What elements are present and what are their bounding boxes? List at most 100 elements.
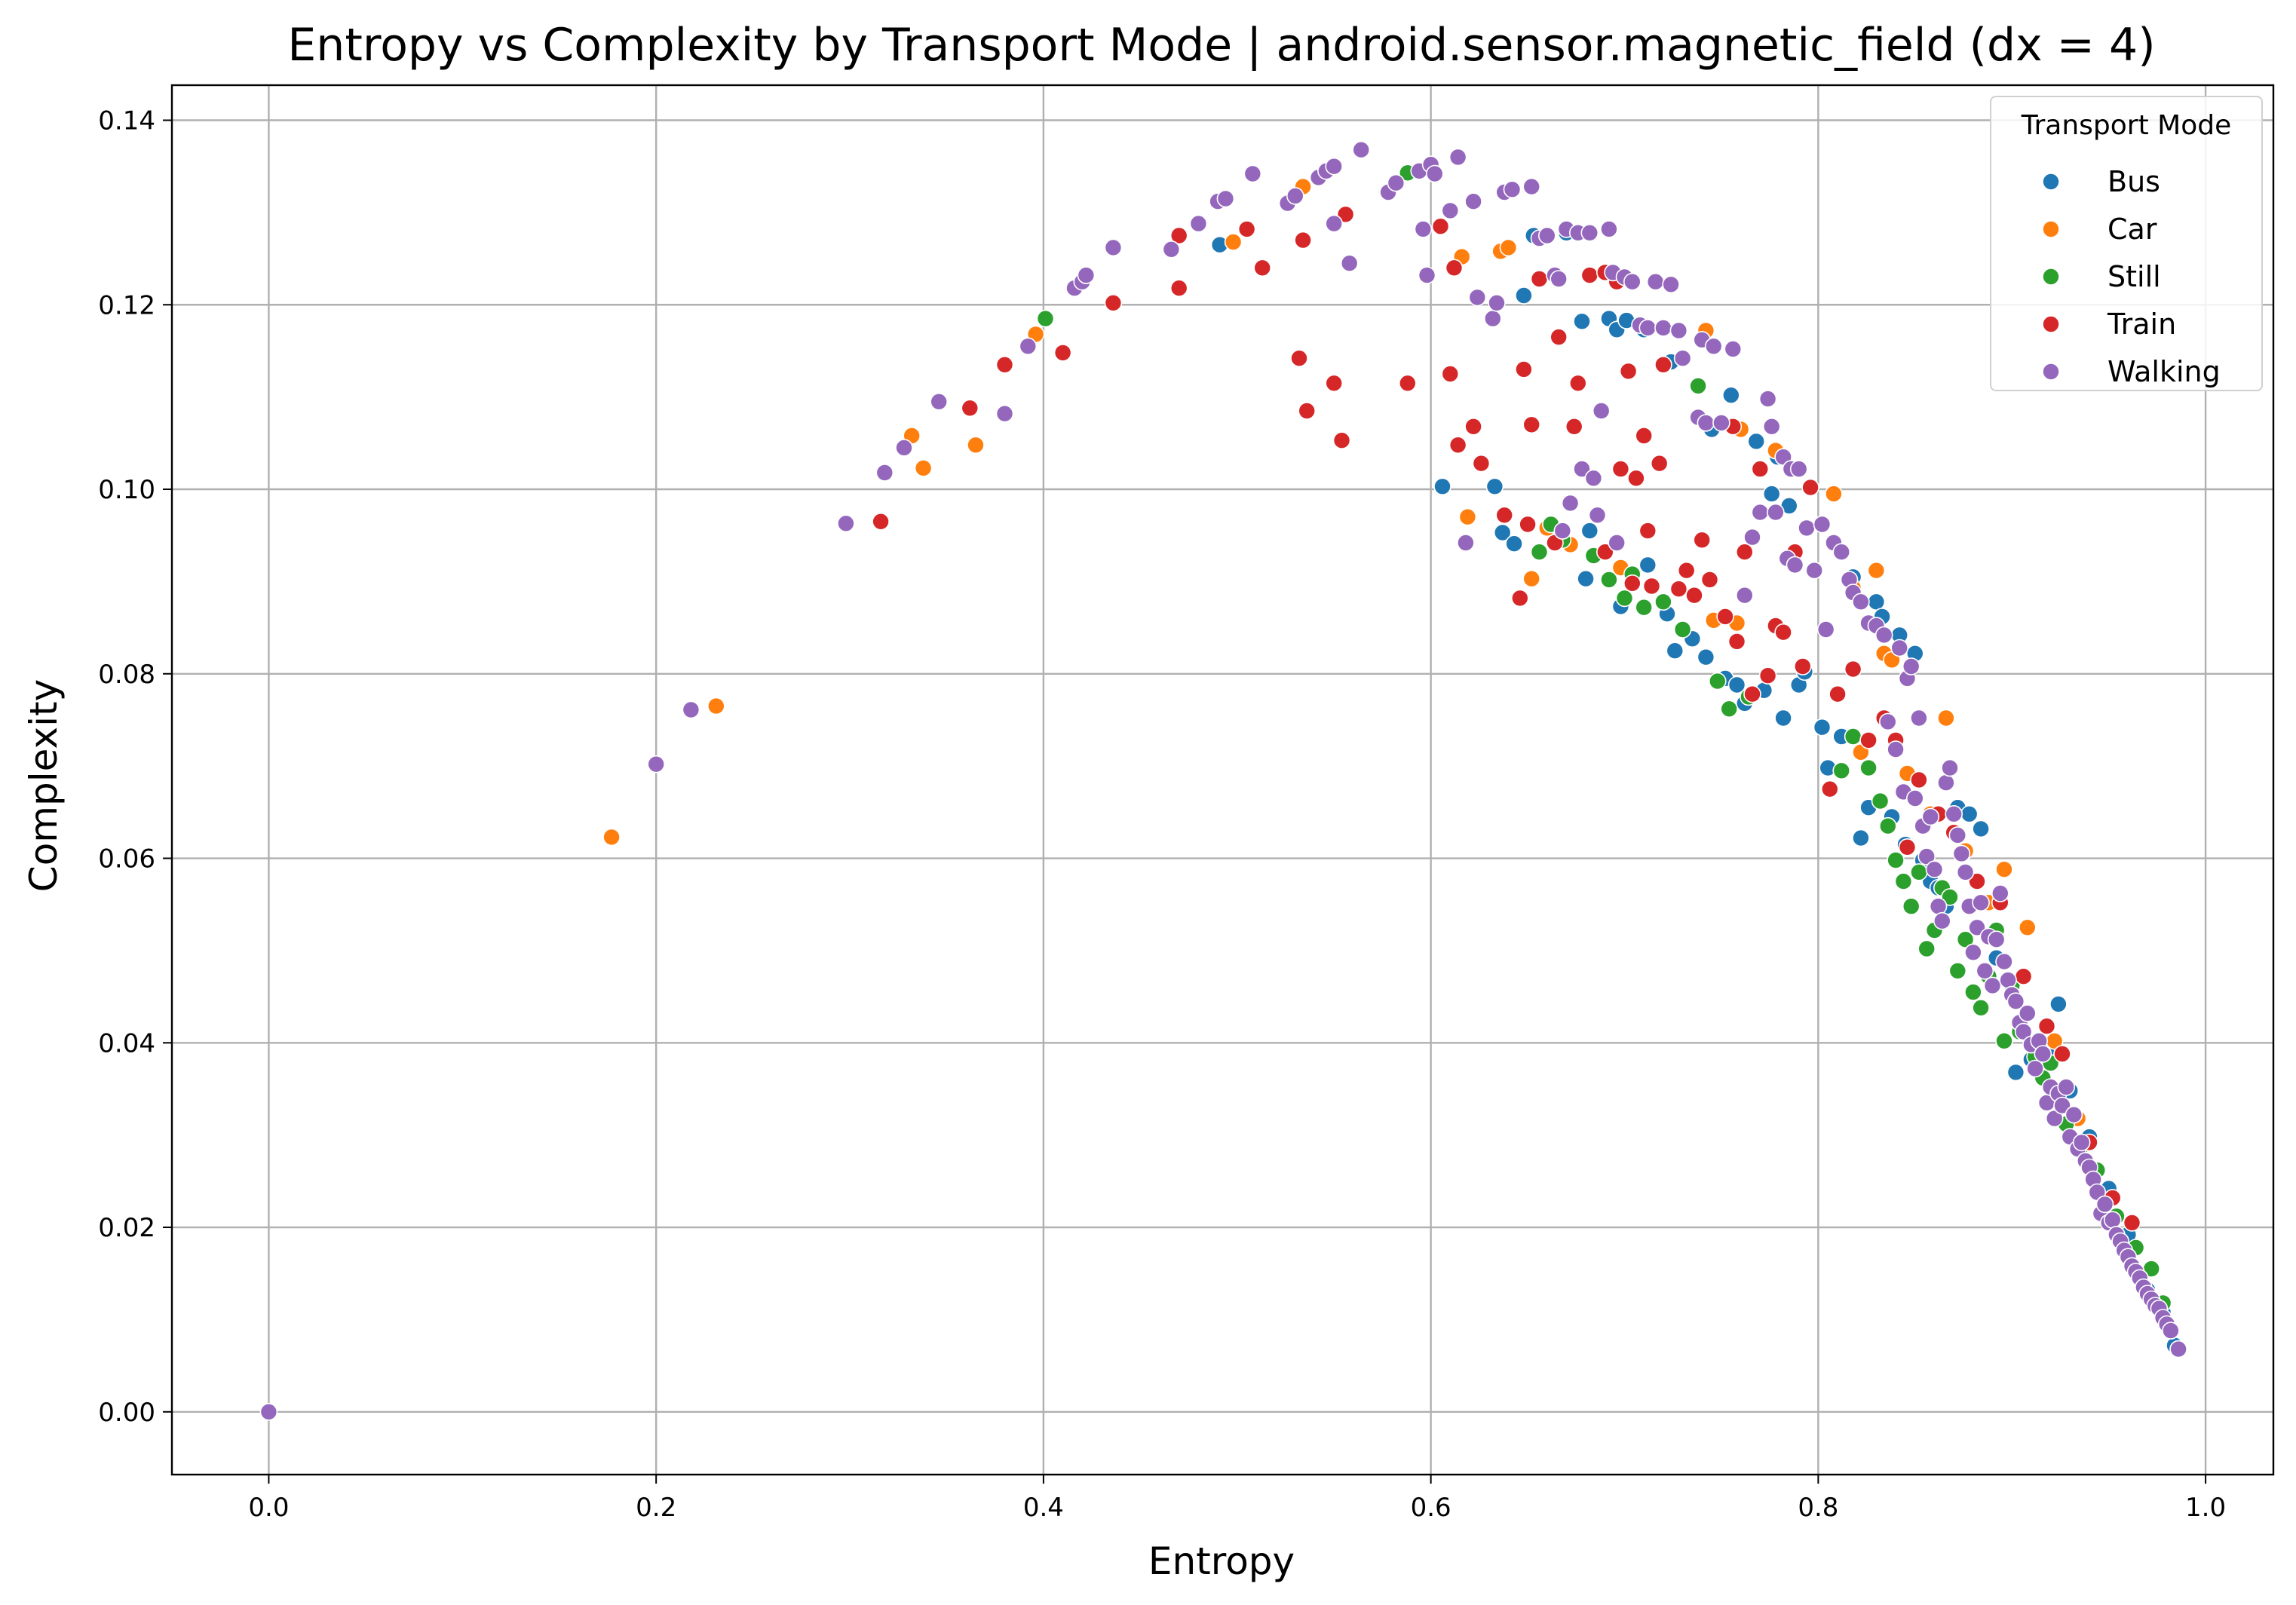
y-tick-label: 0.06 xyxy=(98,844,155,874)
data-point xyxy=(1666,642,1684,660)
data-point xyxy=(1627,469,1645,488)
data-point xyxy=(2057,1078,2075,1096)
data-point xyxy=(2123,1214,2141,1232)
data-point xyxy=(895,439,913,457)
data-point xyxy=(1925,860,1944,878)
data-point xyxy=(1565,417,1583,436)
data-point xyxy=(1104,293,1123,312)
data-point xyxy=(1505,534,1523,553)
data-point xyxy=(1898,838,1917,856)
data-point xyxy=(1956,863,1975,881)
data-point xyxy=(1608,534,1626,552)
data-point xyxy=(2019,918,2037,937)
data-point xyxy=(647,755,666,773)
data-point xyxy=(1991,884,2009,902)
data-point xyxy=(1325,374,1343,393)
data-point xyxy=(1580,266,1599,284)
data-point xyxy=(1243,164,1262,183)
data-point xyxy=(1832,761,1850,780)
data-point xyxy=(2169,1340,2187,1358)
data-point xyxy=(961,399,979,418)
data-point xyxy=(1832,543,1850,562)
data-point xyxy=(2162,1322,2180,1340)
data-point xyxy=(1635,427,1653,445)
data-point xyxy=(1829,685,1847,703)
data-point xyxy=(1736,543,1754,562)
data-point xyxy=(1867,593,1886,611)
data-point xyxy=(2053,1045,2071,1063)
data-point xyxy=(1716,608,1734,626)
series-still xyxy=(1036,164,2187,1358)
legend-marker xyxy=(2042,220,2060,238)
data-point xyxy=(1859,758,1878,777)
data-point xyxy=(1484,309,1502,328)
data-point xyxy=(1712,414,1730,432)
legend-marker xyxy=(2042,268,2060,286)
data-point xyxy=(1077,266,1096,284)
data-point xyxy=(1929,897,1948,915)
data-point xyxy=(1871,792,1890,810)
data-point xyxy=(1774,623,1792,642)
data-point xyxy=(1584,469,1603,488)
data-point xyxy=(1917,939,1936,958)
data-point xyxy=(1747,432,1765,451)
data-point xyxy=(1332,431,1351,450)
data-point xyxy=(2006,992,2025,1010)
data-point xyxy=(1433,477,1451,496)
data-point xyxy=(1952,844,1971,863)
data-point xyxy=(2104,1211,2122,1229)
data-point xyxy=(1515,360,1533,378)
data-point xyxy=(1237,220,1256,238)
data-point xyxy=(1813,515,1832,534)
y-tick-label: 0.10 xyxy=(98,475,155,505)
data-point xyxy=(1948,826,1967,844)
y-tick-label: 0.04 xyxy=(98,1028,155,1058)
data-point xyxy=(1968,872,1986,890)
data-point xyxy=(1724,340,1743,358)
data-point xyxy=(1336,205,1355,224)
chart-title: Entropy vs Complexity by Transport Mode … xyxy=(287,19,2155,72)
x-tick-label: 0.2 xyxy=(636,1493,676,1523)
data-point xyxy=(1553,522,1572,540)
data-point xyxy=(837,514,855,533)
data-point xyxy=(1638,319,1657,337)
data-point xyxy=(1844,660,1862,678)
data-point xyxy=(1767,503,1785,522)
data-point xyxy=(1530,543,1549,562)
data-point xyxy=(1956,930,1975,948)
data-point xyxy=(2053,1096,2071,1115)
data-point xyxy=(1813,718,1832,737)
data-point xyxy=(1638,556,1657,574)
series-train xyxy=(872,205,2141,1232)
data-point xyxy=(1673,349,1692,368)
data-point xyxy=(1495,506,1513,525)
data-point xyxy=(1441,201,1460,220)
legend-label: Walking xyxy=(2107,355,2221,388)
data-point xyxy=(1515,286,1533,305)
data-point xyxy=(1580,522,1599,540)
y-tick-label: 0.02 xyxy=(98,1213,155,1243)
data-point xyxy=(1910,770,1928,789)
data-point xyxy=(1654,593,1672,611)
data-point xyxy=(1592,402,1611,420)
data-point xyxy=(1493,523,1512,542)
data-point xyxy=(1464,192,1482,211)
x-tick-label: 0.8 xyxy=(1798,1493,1838,1523)
data-point xyxy=(1722,386,1740,405)
data-point xyxy=(1662,275,1680,294)
data-point xyxy=(2045,1109,2064,1128)
data-point xyxy=(1646,272,1665,291)
data-point xyxy=(1619,362,1638,381)
data-point xyxy=(914,459,933,477)
data-point xyxy=(1902,897,1920,915)
data-point xyxy=(1519,515,1537,534)
legend-title: Transport Mode xyxy=(2021,110,2231,141)
plot-frame xyxy=(170,84,2275,1476)
data-points xyxy=(259,140,2187,1421)
data-point xyxy=(1573,460,1591,478)
data-point xyxy=(1964,943,1982,962)
data-point xyxy=(875,464,894,482)
data-point xyxy=(1669,321,1688,340)
data-point xyxy=(1789,460,1808,478)
data-point xyxy=(1937,709,1955,727)
